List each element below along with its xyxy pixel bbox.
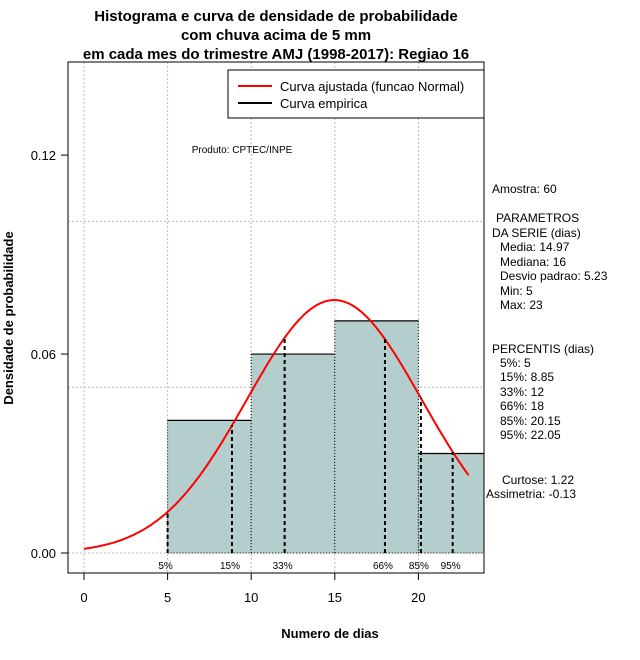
title-line-3: em cada mes do trimestre AMJ (1998-2017)… (83, 46, 469, 63)
histogram-bar (418, 453, 484, 553)
stats-panel: Amostra: 60 PARAMETROS DA SERIE (dias) M… (486, 182, 608, 501)
sample-size: Amostra: 60 (492, 182, 557, 196)
x-tick-label: 20 (411, 590, 425, 605)
percentile-label: 5% (158, 561, 173, 572)
histogram-bar (334, 320, 419, 553)
perc-5: 5%: 5 (500, 356, 531, 370)
param-desvio: Desvio padrao: 5.23 (500, 269, 608, 283)
perc-85: 85%: 20.15 (500, 414, 561, 428)
param-media: Media: 14.97 (500, 240, 570, 254)
chart-title: Histograma e curva de densidade de proba… (83, 8, 469, 63)
legend-label-normal: Curva ajustada (funcao Normal) (280, 79, 464, 94)
histogram-bar (251, 354, 335, 553)
percentis-title: PERCENTIS (dias) (492, 342, 594, 356)
x-tick-label: 10 (244, 590, 258, 605)
histogram-bar (167, 420, 252, 553)
percentile-label: 33% (273, 561, 293, 572)
skewness: Assimetria: -0.13 (486, 487, 576, 501)
y-tick-label: 0.06 (31, 347, 56, 362)
perc-95: 95%: 22.05 (500, 428, 561, 442)
params-subtitle: DA SERIE (dias) (492, 226, 581, 240)
product-annotation: Produto: CPTEC/INPE (192, 145, 293, 156)
percentile-label: 66% (373, 561, 393, 572)
kurtosis: Curtose: 1.22 (502, 473, 574, 487)
title-line-1: Histograma e curva de densidade de proba… (94, 8, 457, 25)
normal-curve (83, 299, 470, 550)
legend-label-empirical: Curva empirica (280, 96, 368, 111)
y-axis-label: Densidade de probabilidade (1, 231, 16, 404)
perc-15: 15%: 8.85 (500, 370, 554, 384)
percentile-label: 85% (409, 561, 429, 572)
plot-frame (67, 61, 485, 574)
perc-33: 33%: 12 (500, 385, 544, 399)
y-tick-label: 0.00 (31, 546, 56, 561)
perc-66: 66%: 18 (500, 399, 544, 413)
param-min: Min: 5 (500, 284, 533, 298)
param-mediana: Mediana: 16 (500, 255, 566, 269)
percentile-label: 95% (441, 561, 461, 572)
percentile-label: 15% (220, 561, 240, 572)
title-line-2: com chuva acima de 5 mm (181, 27, 371, 44)
x-tick-label: 15 (328, 590, 342, 605)
x-tick-label: 0 (80, 590, 87, 605)
x-axis-label: Numero de dias (281, 626, 379, 641)
x-tick-label: 5 (164, 590, 171, 605)
y-tick-label: 0.12 (31, 148, 56, 163)
legend-box (227, 69, 485, 119)
legend: Curva ajustada (funcao Normal) Curva emp… (227, 69, 485, 119)
params-title: PARAMETROS (496, 211, 579, 225)
param-max: Max: 23 (500, 298, 543, 312)
